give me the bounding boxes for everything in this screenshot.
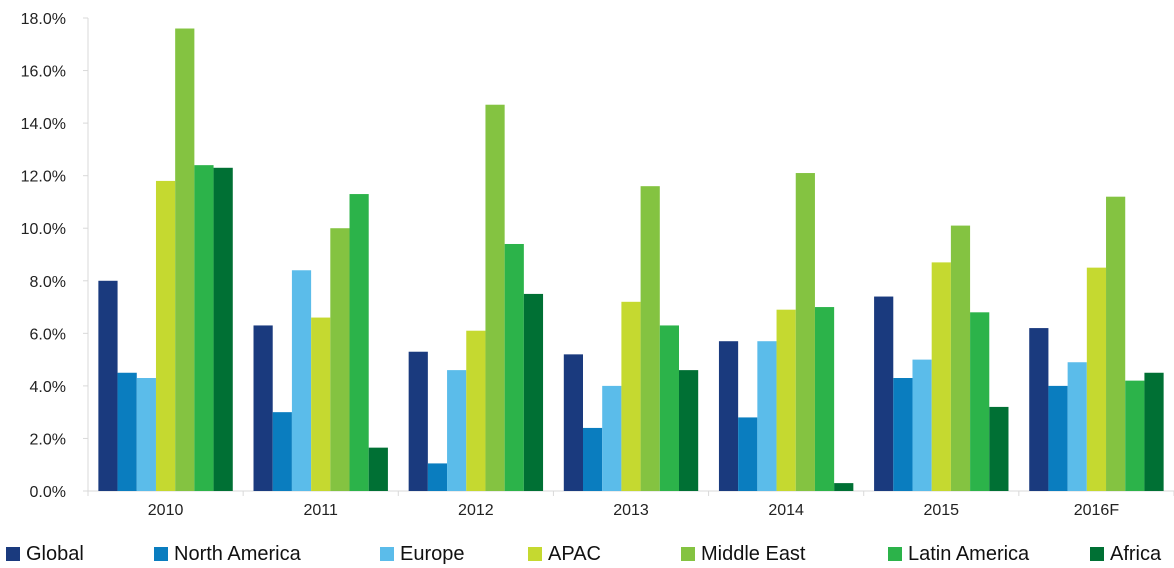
y-tick-label: 18.0% (21, 11, 66, 28)
bar (311, 317, 331, 491)
legend-item: Africa (1090, 540, 1161, 568)
legend-label: Europe (400, 542, 465, 565)
bar (1048, 385, 1068, 491)
bar (757, 341, 777, 491)
bar (368, 447, 388, 491)
x-tick-label: 2013 (613, 502, 649, 519)
y-tick-label: 8.0% (30, 274, 66, 291)
chart-labels: 0.0% 2.0% 4.0% 6.0% 8.0% 10.0% 12.0% 14.0% 16.0%… (21, 11, 1120, 519)
y-tick-label: 10.0% (21, 221, 66, 238)
legend-swatch (888, 547, 902, 561)
bar (117, 372, 137, 491)
bar (738, 417, 758, 491)
bar (349, 194, 369, 492)
bar (1106, 196, 1126, 491)
y-tick-label: 16.0% (21, 64, 66, 81)
legend-swatch (380, 547, 394, 561)
bar (970, 312, 990, 491)
y-tick-label: 12.0% (21, 169, 66, 186)
bar (408, 351, 428, 491)
bar (874, 296, 894, 491)
bar (814, 307, 835, 491)
bar (583, 427, 603, 491)
y-tick-label: 6.0% (30, 326, 66, 343)
legend-swatch (6, 547, 20, 561)
legend-swatch (528, 547, 542, 561)
legend-swatch (681, 547, 695, 561)
x-tick-label: 2016F (1074, 502, 1120, 519)
bar (175, 28, 195, 492)
bar (834, 483, 854, 491)
x-tick-label: 2014 (768, 502, 804, 519)
legend-item: Europe (380, 540, 465, 568)
bar (272, 412, 292, 491)
bar (989, 406, 1009, 491)
bar (1086, 267, 1107, 491)
y-tick-label: 4.0% (30, 379, 66, 396)
legend-swatch (1090, 547, 1104, 561)
bar (602, 385, 622, 491)
bar (427, 463, 448, 491)
bar (1067, 362, 1087, 491)
bar (893, 378, 913, 491)
legend-item: Global (6, 540, 84, 568)
legend-item: North America (154, 540, 301, 568)
x-tick-label: 2011 (304, 502, 339, 519)
bar (776, 309, 796, 491)
bar (795, 173, 815, 492)
bar (98, 280, 118, 491)
bar (621, 301, 641, 491)
bar (485, 104, 505, 491)
legend-item: APAC (528, 540, 601, 568)
bar (1029, 328, 1049, 491)
x-tick-label: 2015 (923, 502, 959, 519)
bar (213, 167, 233, 492)
bar (291, 270, 312, 491)
bar (679, 370, 699, 491)
legend-label: North America (174, 542, 301, 565)
legend-swatch (154, 547, 168, 561)
legend-label: APAC (548, 542, 601, 565)
legend-item: Middle East (681, 540, 806, 568)
bar-chart: 0.0% 2.0% 4.0% 6.0% 8.0% 10.0% 12.0% 14.0% 16.0%… (21, 11, 1174, 519)
y-tick-label: 14.0% (21, 116, 66, 133)
legend-label: Middle East (701, 542, 806, 565)
y-tick-label: 2.0% (30, 431, 66, 448)
bar (194, 165, 214, 491)
bar (640, 186, 660, 491)
x-tick-label: 2010 (148, 502, 184, 519)
chart-bars (98, 28, 1164, 492)
bar (912, 359, 932, 491)
bar (563, 354, 583, 491)
bar (330, 228, 350, 491)
bar (931, 262, 951, 491)
chart-legend: Global North America Europe APAC Middle East… (0, 540, 1174, 568)
y-tick-label: 0.0% (30, 484, 66, 501)
legend-item: Latin America (888, 540, 1029, 568)
bar (155, 180, 176, 491)
bar (1125, 380, 1145, 491)
bar (950, 225, 971, 491)
legend-label: Africa (1110, 542, 1162, 565)
legend-label: Latin America (908, 542, 1030, 565)
bar (718, 341, 739, 491)
legend-label: Global (26, 542, 84, 565)
bar (466, 330, 486, 491)
bar (504, 243, 524, 491)
bar (136, 378, 156, 491)
bar (447, 370, 467, 491)
bar (253, 325, 273, 491)
bar (1144, 372, 1164, 491)
bar (523, 293, 544, 491)
x-tick-label: 2012 (458, 502, 494, 519)
bar (659, 325, 679, 491)
